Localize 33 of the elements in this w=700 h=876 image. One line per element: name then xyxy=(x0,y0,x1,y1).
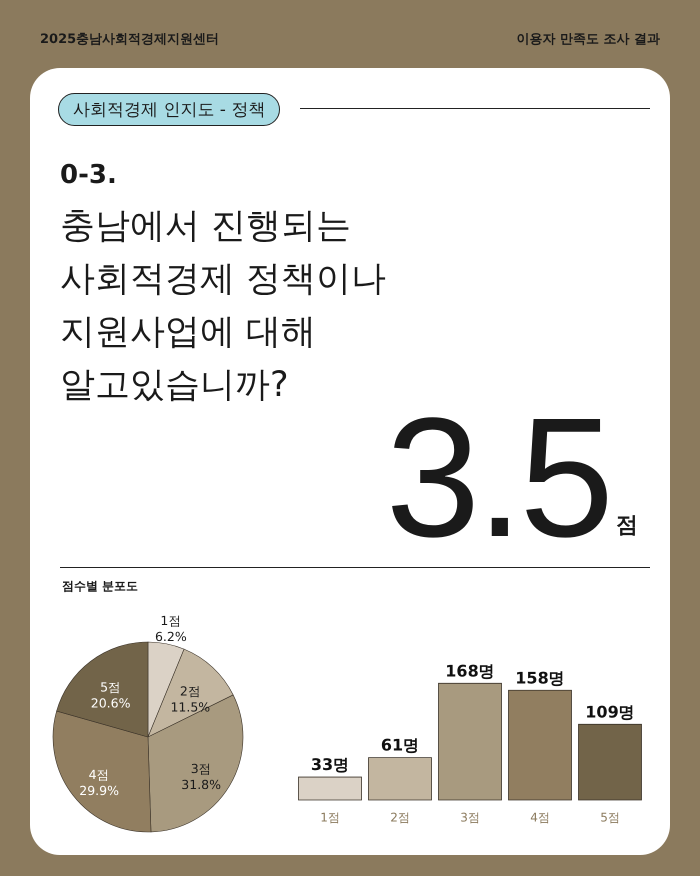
slice-label: 3점 xyxy=(190,760,212,776)
bar xyxy=(298,776,362,800)
text: 3.5 xyxy=(386,382,610,575)
data-label: 109명 xyxy=(585,702,635,722)
text: 충남에서 진행되는 사회적경제 정책이나 지원사업에 대해 알고있습니까? xyxy=(60,205,386,407)
text: 점수별 분포도 xyxy=(62,578,138,595)
slice-label: 4점 xyxy=(88,767,110,782)
x-tick-label: 2점 xyxy=(390,810,410,824)
data-label: 20.6% xyxy=(90,696,131,711)
bar xyxy=(508,690,572,800)
data-label: 6.2% xyxy=(154,629,187,644)
x-tick-label: 5점 xyxy=(600,810,620,824)
x-tick-label: 3점 xyxy=(460,810,480,824)
x-tick-label: 4점 xyxy=(530,810,550,824)
bar xyxy=(368,757,432,800)
slice-label: 2점 xyxy=(180,684,201,699)
bar xyxy=(578,724,642,800)
text: 점 xyxy=(616,512,638,540)
data-label: 61명 xyxy=(380,736,420,755)
data-label: 33명 xyxy=(310,755,350,774)
text: 사회적경제 인지도 - 정책 xyxy=(58,93,280,126)
slice-label: 1점 xyxy=(160,613,182,628)
data-label: 31.8% xyxy=(181,776,222,792)
text: 2025충남사회적경제지원센터 xyxy=(40,31,220,48)
x-tick-label: 1점 xyxy=(320,810,340,824)
data-label: 11.5% xyxy=(170,700,210,715)
bar xyxy=(438,682,502,800)
text: 이용자 만족도 조사 결과 xyxy=(516,31,660,48)
slice-label: 5점 xyxy=(100,680,122,695)
text: 0-3. xyxy=(60,160,117,190)
data-label: 158명 xyxy=(515,668,565,688)
data-label: 168명 xyxy=(445,661,495,680)
data-label: 29.9% xyxy=(79,783,120,798)
